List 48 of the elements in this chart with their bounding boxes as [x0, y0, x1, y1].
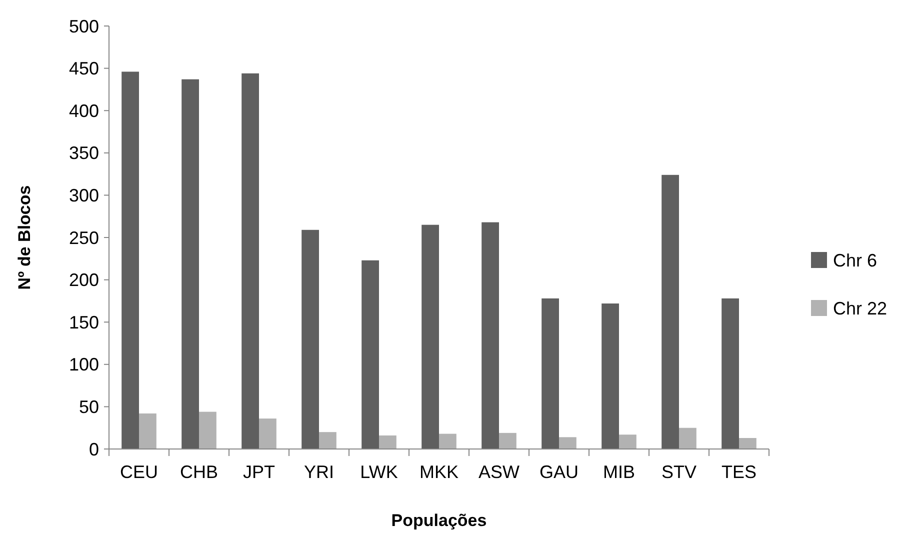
bar [199, 412, 216, 449]
x-tick-label: JPT [242, 462, 276, 482]
x-tick-label: CHB [180, 462, 218, 482]
x-tick-label: LWK [360, 462, 398, 482]
legend-label: Chr 22 [833, 298, 888, 318]
y-tick-label: 150 [68, 312, 99, 332]
legend-label: Chr 6 [833, 250, 878, 270]
bar [722, 298, 739, 449]
bar [422, 224, 439, 449]
bar [319, 432, 336, 449]
x-tick-label: STV [661, 462, 697, 482]
y-tick-label: 500 [68, 16, 99, 36]
bar [379, 435, 396, 449]
y-tick-label: 50 [78, 397, 99, 417]
bar [619, 434, 636, 449]
x-tick-label: YRI [304, 462, 334, 482]
x-tick-label: CEU [120, 462, 158, 482]
bar [122, 72, 139, 449]
bar [739, 438, 756, 449]
bar [139, 413, 156, 449]
bar [559, 437, 576, 449]
bar [439, 434, 456, 449]
bar [482, 222, 499, 449]
x-axis-title: Populações [391, 511, 487, 530]
x-tick-label: ASW [478, 462, 520, 482]
bar [679, 428, 696, 449]
y-tick-label: 450 [68, 58, 99, 79]
bar [182, 79, 199, 449]
y-tick-label: 100 [68, 354, 99, 375]
y-tick-label: 200 [68, 270, 99, 290]
y-tick-label: 400 [68, 100, 99, 121]
x-tick-label: MIB [602, 462, 636, 482]
y-tick-label: 0 [88, 439, 99, 460]
x-tick-label: GAU [539, 462, 579, 482]
x-tick-label: MKK [419, 462, 459, 482]
bar [242, 73, 259, 449]
y-tick-label: 300 [68, 186, 99, 206]
bar [362, 260, 379, 449]
y-tick-label: 250 [68, 228, 99, 248]
bar [499, 432, 516, 449]
x-tick-label: TES [721, 462, 757, 482]
y-axis-title: Nº de Blocos [15, 185, 34, 290]
bar [542, 298, 559, 449]
bar [302, 230, 319, 449]
bar [602, 303, 619, 449]
bar [259, 418, 276, 449]
y-tick-label: 350 [68, 143, 99, 164]
bar [662, 174, 679, 449]
